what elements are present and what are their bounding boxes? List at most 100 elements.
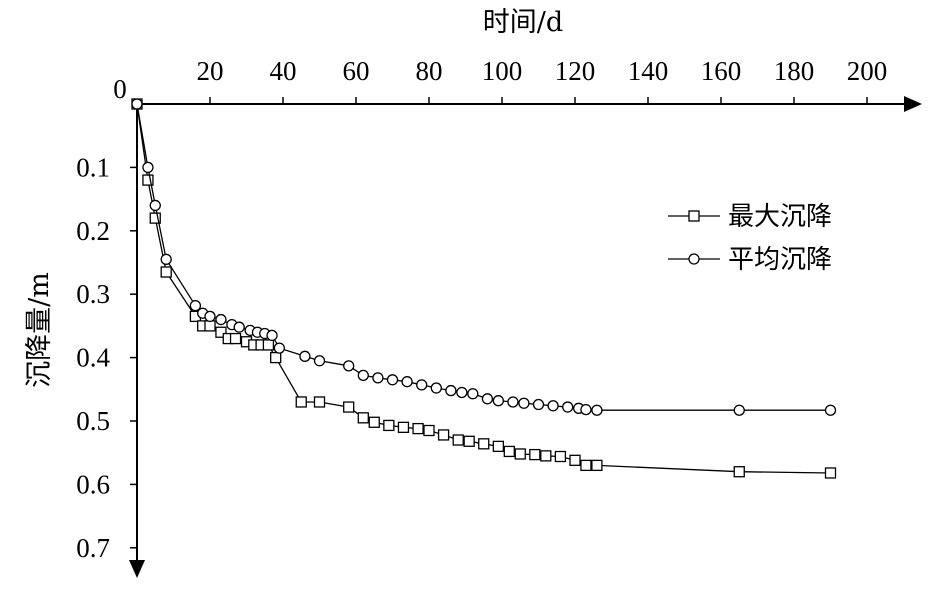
y-tick-label: 0.3 xyxy=(76,279,110,309)
data-point xyxy=(215,313,227,326)
data-point xyxy=(149,212,161,224)
data-point xyxy=(514,448,526,460)
data-point xyxy=(386,374,399,386)
data-point xyxy=(383,419,395,432)
ticks: 20 40 60 80 100 120 140 160 180 200 0.1 0.2 0.3 0.4 0.… xyxy=(76,56,887,563)
data-point xyxy=(456,386,468,399)
data-point xyxy=(270,351,282,364)
data-point xyxy=(507,396,519,408)
data-point xyxy=(295,396,307,408)
x-tick-label: 160 xyxy=(701,56,742,86)
x-tick-label: 120 xyxy=(555,56,596,86)
data-point xyxy=(529,448,541,461)
data-point xyxy=(569,454,581,466)
data-point xyxy=(401,376,413,388)
x-tick-label: 40 xyxy=(270,56,297,86)
data-point xyxy=(273,342,286,354)
data-point xyxy=(580,403,592,416)
data-point xyxy=(149,199,161,212)
data-point xyxy=(591,459,603,472)
data-point xyxy=(189,299,202,312)
y-tick-label: 0.5 xyxy=(76,406,110,436)
data-point xyxy=(532,398,545,411)
data-point xyxy=(591,404,603,416)
data-point xyxy=(204,320,216,332)
series-avg-settlement xyxy=(131,98,837,416)
data-point xyxy=(580,459,592,472)
data-point xyxy=(481,393,494,405)
data-point xyxy=(262,339,275,351)
data-point xyxy=(824,404,837,416)
data-point xyxy=(372,372,384,384)
data-point xyxy=(503,445,515,458)
data-point xyxy=(430,382,442,394)
y-tick-label: 0.7 xyxy=(76,533,110,563)
x-tick-label: 20 xyxy=(197,56,224,86)
data-point xyxy=(824,467,837,479)
data-point xyxy=(437,429,450,441)
data-point xyxy=(313,396,326,408)
data-point xyxy=(733,466,745,478)
legend-marker xyxy=(688,210,700,222)
y-tick-label: 0.1 xyxy=(76,152,110,182)
data-point xyxy=(313,355,326,367)
x-tick-label: 200 xyxy=(847,56,888,86)
data-point xyxy=(357,369,369,382)
data-point xyxy=(733,404,745,416)
data-point xyxy=(397,421,410,433)
data-point xyxy=(492,395,505,407)
y-axis-title: 沉降量/m xyxy=(24,272,55,388)
data-point xyxy=(463,435,475,447)
data-point xyxy=(452,434,464,446)
legend-label: 平均沉降 xyxy=(728,245,832,275)
data-point xyxy=(416,379,428,391)
x-tick-label: 140 xyxy=(628,56,669,86)
data-point xyxy=(478,438,490,450)
data-point xyxy=(492,440,505,453)
data-point xyxy=(160,253,172,265)
data-point xyxy=(142,174,154,186)
x-axis-arrow xyxy=(904,96,922,112)
x-tick-label: 100 xyxy=(482,56,523,86)
data-point xyxy=(160,266,172,278)
legend-marker xyxy=(688,253,700,265)
data-point xyxy=(131,98,143,110)
x-tick-label: 60 xyxy=(343,56,370,86)
origin-label: 0 xyxy=(113,74,127,104)
data-point xyxy=(204,310,216,323)
data-point xyxy=(229,332,242,345)
data-point xyxy=(423,424,435,437)
series-line xyxy=(136,103,831,474)
y-tick-label: 0.2 xyxy=(76,216,110,246)
data-point xyxy=(562,401,574,413)
x-axis-title: 时间/d xyxy=(483,7,563,38)
x-tick-label: 80 xyxy=(416,56,443,86)
data-point xyxy=(467,388,479,400)
data-point xyxy=(547,400,559,412)
series-max-settlement xyxy=(131,98,837,479)
data-point xyxy=(266,329,278,342)
series-layer xyxy=(131,98,837,479)
data-point xyxy=(357,412,369,424)
data-point xyxy=(445,384,457,397)
data-point xyxy=(540,450,552,462)
y-tick-label: 0.4 xyxy=(76,343,110,373)
data-point xyxy=(343,401,355,413)
data-point xyxy=(215,326,227,338)
data-point xyxy=(518,397,530,409)
data-point xyxy=(412,422,424,435)
legend-label: 最大沉降 xyxy=(728,202,832,232)
y-axis-arrow xyxy=(129,560,145,578)
y-tick-label: 0.6 xyxy=(76,469,110,499)
x-tick-label: 180 xyxy=(774,56,815,86)
axes xyxy=(129,96,922,578)
series-line xyxy=(136,103,831,411)
data-point xyxy=(142,161,154,174)
data-point xyxy=(554,450,567,463)
data-point xyxy=(233,321,245,333)
data-point xyxy=(343,360,355,372)
data-point xyxy=(299,350,311,362)
data-point xyxy=(368,416,380,428)
